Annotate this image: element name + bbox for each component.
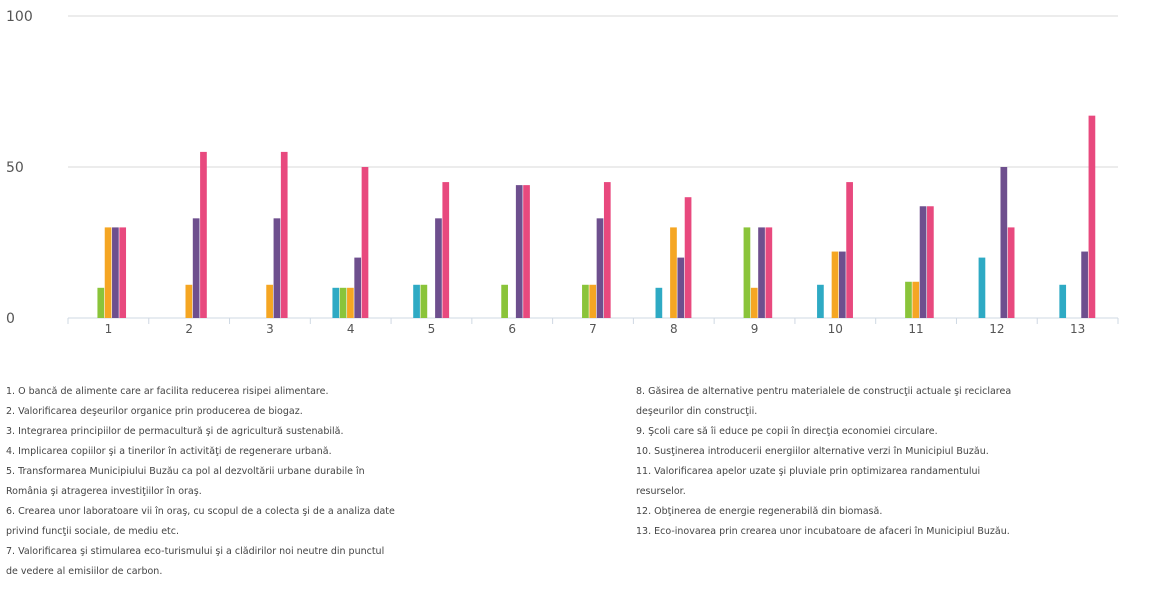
bar [905,281,912,318]
bar [670,227,677,318]
y-tick-label: 50 [6,160,24,176]
bar [200,151,207,318]
bar [339,287,347,318]
bar [765,227,773,318]
bar [838,251,846,318]
y-tick-label: 0 [6,311,15,327]
x-tick-label: 12 [989,322,1004,336]
bar [361,167,369,318]
bar [743,227,751,318]
legend-line: 9. Şcoli care să îi educe pe copii în di… [636,426,938,437]
bar [266,284,273,318]
bar [1088,115,1096,318]
bar [758,227,765,318]
x-tick-label: 4 [347,322,355,336]
legend-line: 2. Valorificarea deşeurilor organice pri… [6,406,303,417]
bar [1081,251,1088,318]
bar [655,287,663,318]
bar [1059,284,1067,318]
legend-right: 8. Găsirea de alternative pentru materia… [636,382,1146,542]
bar [523,185,530,318]
legend-line: resurselor. [636,486,686,497]
legend-left: 1. O bancă de alimente care ar facilita … [6,382,511,582]
legend-line: de vedere al emisiilor de carbon. [6,566,163,577]
legend-line: 7. Valorificarea şi stimularea eco-turis… [6,546,385,557]
bar [119,227,127,318]
bar [420,284,428,318]
bar [347,287,354,318]
legend-line: 11. Valorificarea apelor uzate şi pluvia… [636,466,981,477]
bar [97,287,105,318]
bar [435,218,442,318]
x-tick-label: 5 [428,322,436,336]
legend-line: privind funcţii sociale, de mediu etc. [6,526,180,537]
bar [927,206,934,318]
x-tick-label: 2 [185,322,193,336]
legend-line: 13. Eco-inovarea prin crearea unor incub… [636,526,1010,537]
legend-line: 3. Integrarea principiilor de permacultu… [6,426,344,437]
bar [919,206,927,318]
x-tick-label: 10 [828,322,843,336]
x-tick-label: 11 [908,322,923,336]
legend-line: 4. Implicarea copiilor şi a tinerilor în… [6,446,332,457]
x-tick-label: 7 [589,322,597,336]
bar [515,185,523,318]
legend-line: România şi atragerea investiţiilor în or… [6,486,202,497]
bar [104,227,112,318]
bar [846,182,853,318]
legend-line: 5. Transformarea Municipiului Buzău ca p… [6,466,365,477]
x-tick-label: 6 [508,322,516,336]
legend-line: 8. Găsirea de alternative pentru materia… [636,386,1012,397]
bar [817,284,824,318]
legend-line: 10. Susţinerea introducerii energiilor a… [636,446,989,457]
bar [413,284,420,318]
legend-line: 1. O bancă de alimente care ar facilita … [6,386,329,397]
bar [1007,227,1015,318]
bar [501,284,508,318]
legend-line: 6. Crearea unor laboratoare vii în oraş,… [6,506,395,517]
bar [1000,167,1008,318]
bar [280,151,288,318]
x-tick-label: 13 [1070,322,1085,336]
bar [596,218,604,318]
bar [603,182,611,318]
bar [912,281,920,318]
y-tick-label: 100 [6,9,33,25]
bar [750,287,758,318]
bar [332,287,340,318]
bar [273,218,281,318]
bar [684,197,692,318]
bar [112,227,119,318]
x-tick-label: 1 [105,322,113,336]
legend-line: 12. Obţinerea de energie regenerabilă di… [636,506,883,517]
legend-line: deşeurilor din construcţii. [636,406,758,417]
x-tick-label: 3 [266,322,274,336]
bar [831,251,839,318]
x-tick-label: 8 [670,322,678,336]
bar [354,257,362,318]
bar [978,257,986,318]
bar [185,284,193,318]
bar [442,182,450,318]
bar [589,284,597,318]
bar [192,218,200,318]
bar [582,284,589,318]
bar [677,257,685,318]
x-tick-label: 9 [751,322,759,336]
